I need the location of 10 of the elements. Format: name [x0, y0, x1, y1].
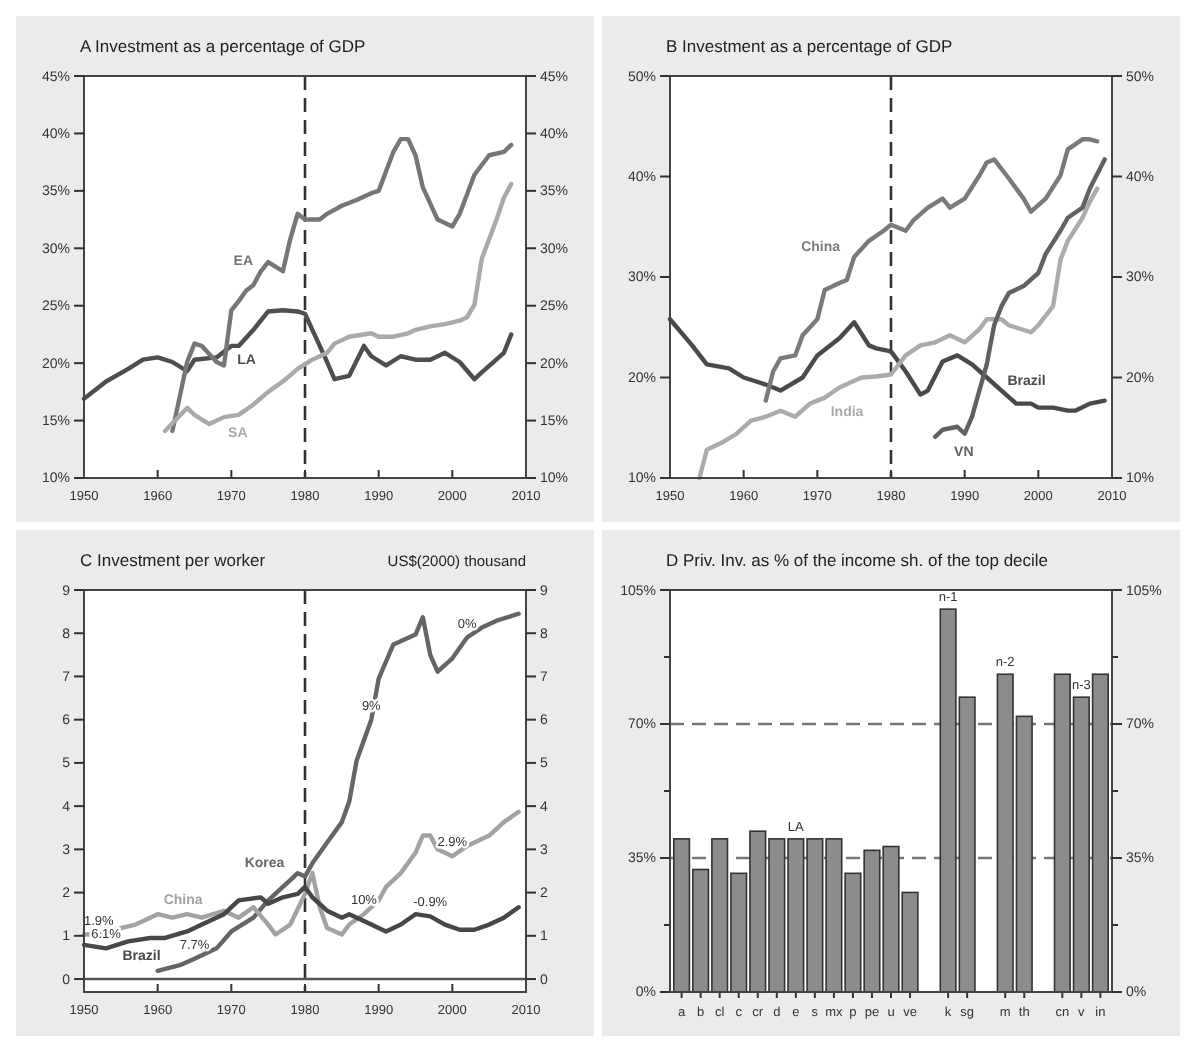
chart-title: D Priv. Inv. as % of the income sh. of the top decile — [666, 550, 1049, 570]
chart-title: B Investment as a percentage of GDP — [666, 36, 953, 56]
chart-title: C Investment per worker — [80, 550, 266, 570]
line-series — [170, 136, 514, 434]
line-series — [162, 181, 514, 434]
chart-title: A Investment as a percentage of GDP — [80, 36, 367, 56]
line-series — [697, 186, 1100, 481]
line-series — [763, 137, 1100, 403]
line-series — [81, 809, 521, 937]
line-series — [933, 157, 1107, 439]
